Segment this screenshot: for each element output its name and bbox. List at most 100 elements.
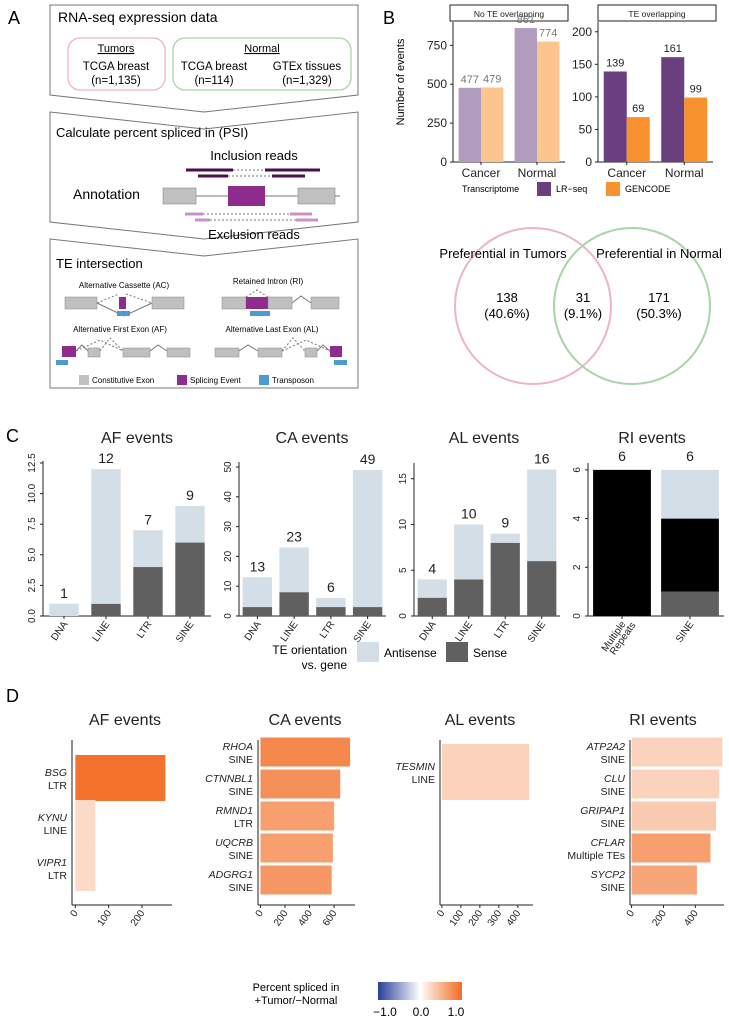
y-tick-label: 50 [223, 461, 234, 473]
bar-total-label: 1 [60, 585, 68, 601]
x-tick-label: LINE [453, 619, 475, 644]
inclusion-reads [186, 168, 320, 178]
x-tick-label: Normal [518, 166, 557, 180]
bar-dna-antisense [417, 579, 447, 598]
bar-value-label: 69 [632, 103, 644, 115]
bar-total-label: 13 [250, 558, 266, 574]
expression-title: RNA-seq expression data [58, 9, 218, 25]
bar-ltr-antisense [490, 533, 520, 543]
legend-sense-label: Sense [473, 646, 507, 660]
bar-sine-antisense [661, 469, 719, 519]
chart-no-te-overlapping: No TE overlapping 0 250 500 750 477 479 Cancer 8… [427, 4, 569, 180]
bar-cancer-gencode [481, 87, 504, 162]
normal-head: Normal [244, 43, 279, 55]
legend-psi-gradient [378, 982, 462, 1000]
panel-label-c: C [6, 426, 19, 446]
bar-sine-antisense [527, 469, 557, 562]
bar-total-label: 23 [286, 528, 302, 544]
ri-label: Retained Intron (RI) [233, 277, 304, 286]
x-tick-label: LINE [279, 619, 301, 644]
chart-title: CA events [276, 430, 349, 447]
y-tick-label: 2 [572, 564, 583, 570]
bar-normal-lrseq [661, 57, 685, 162]
bar-cancer-lrseq [603, 71, 627, 162]
x-tick-label: Normal [665, 166, 704, 180]
legend-splicing-label: Splicing Event [190, 376, 241, 385]
gene-label: BSG [45, 767, 67, 779]
x-tick-label: Cancer [607, 166, 646, 180]
x-tick-label: LINE [91, 619, 113, 644]
tumors-box [67, 37, 166, 91]
gene-label: UQCRB [215, 837, 253, 849]
gene-label: ADGRG1 [208, 869, 253, 881]
legend-constitutive-label: Constitutive Exon [92, 376, 154, 385]
y-tick-label: 4 [572, 515, 583, 521]
panel-b-ylabel: Number of events [395, 38, 407, 125]
ri-diagram [221, 289, 340, 316]
bar-value-label: 479 [483, 73, 501, 85]
annotation-gene-model [162, 186, 340, 206]
panel-b-legend: Transcriptome LR−seq GENCODE [462, 182, 671, 196]
gene-label: CTNNBL1 [205, 773, 253, 785]
y-tick-label: 5.0 [27, 547, 38, 561]
gene-label: ATP2A2 [586, 741, 625, 753]
section-te-frame [49, 238, 359, 389]
x-tick-label: 100 [96, 908, 115, 928]
bar-total-label: 16 [534, 451, 550, 467]
bar-value-label: 99 [690, 84, 702, 96]
y-tick-label: 750 [427, 38, 447, 52]
bar-ltr-sense [316, 607, 346, 616]
legend-gencode-label: GENCODE [625, 184, 671, 194]
panel-d-legend: Percent spliced in +Tumor/−Normal −1.0 0… [253, 982, 465, 1019]
legend-transposon-swatch [259, 375, 269, 385]
panel-c-legend: TE orientation vs. gene Antisense Sense [272, 642, 507, 672]
te-label: SINE [228, 786, 253, 798]
legend-constitutive-swatch [79, 375, 89, 385]
te-label: SINE [600, 786, 625, 798]
x-tick-label: 300 [486, 908, 505, 928]
bar-total-label: 7 [144, 511, 152, 527]
bar-total-label: 9 [186, 487, 194, 503]
te-label: LINE [44, 825, 67, 837]
chart-c-af-events: AF events 0.0 2.5 5.0 7.5 10.0 12.5 1 DNA 12 LINE 7… [27, 430, 211, 645]
bar-cancer-lrseq [458, 87, 481, 162]
bar-line-antisense [454, 524, 484, 580]
legend-gencode-swatch [606, 182, 620, 196]
legend-psi-tick-mid: 0.0 [413, 1005, 430, 1019]
chart-c-ca-events: CA events 0 10 20 30 40 50 13 DNA 23 LINE 6 LTR 49 SIN… [223, 430, 386, 645]
y-tick-label: 10 [398, 518, 409, 530]
bar-ltr-sense [490, 542, 520, 616]
venn-normal-pct: (50.3%) [636, 306, 682, 321]
y-tick-label: 0 [398, 613, 409, 619]
te-label: LTR [234, 818, 253, 830]
bar-adgrg1 [260, 865, 332, 895]
x-tick-label: SINE [526, 619, 549, 645]
legend-orientation-title-2: vs. gene [302, 658, 348, 672]
venn-overlap-pct: (9.1%) [564, 306, 602, 321]
legend-transcriptome-title: Transcriptome [462, 184, 519, 194]
section-psi-frame [49, 111, 359, 240]
y-tick-label: 10.0 [27, 483, 38, 503]
normal-tcga-count: (n=114) [194, 75, 233, 87]
venn-normal-circle [553, 227, 711, 385]
y-tick-label: 0 [572, 613, 583, 619]
te-label: Multiple TEs [567, 850, 625, 862]
normal-gtex-count: (n=1,329) [282, 75, 332, 87]
legend-psi-title-2: +Tumor/−Normal [255, 995, 338, 1007]
y-tick-label: 5 [398, 567, 409, 573]
legend-lrseq-label: LR−seq [556, 184, 587, 194]
bar-line-antisense [279, 547, 309, 593]
venn-tumors-count: 138 [496, 290, 518, 305]
panel-label-b: B [383, 8, 395, 28]
bar-dna-antisense [242, 577, 273, 608]
panel-a-legend: Constitutive Exon Splicing Event Transpo… [79, 375, 314, 385]
bar-value-label: 477 [461, 74, 479, 86]
bar-total-label: 4 [428, 560, 436, 576]
x-tick-label: 400 [682, 908, 701, 928]
y-tick-label: 100 [572, 90, 592, 104]
x-tick-label: LTR [492, 619, 511, 640]
bar-sine-sense [661, 591, 719, 616]
chart-title: RI events [629, 712, 697, 729]
panel-a: RNA-seq expression data Tumors TCGA brea… [49, 4, 359, 389]
